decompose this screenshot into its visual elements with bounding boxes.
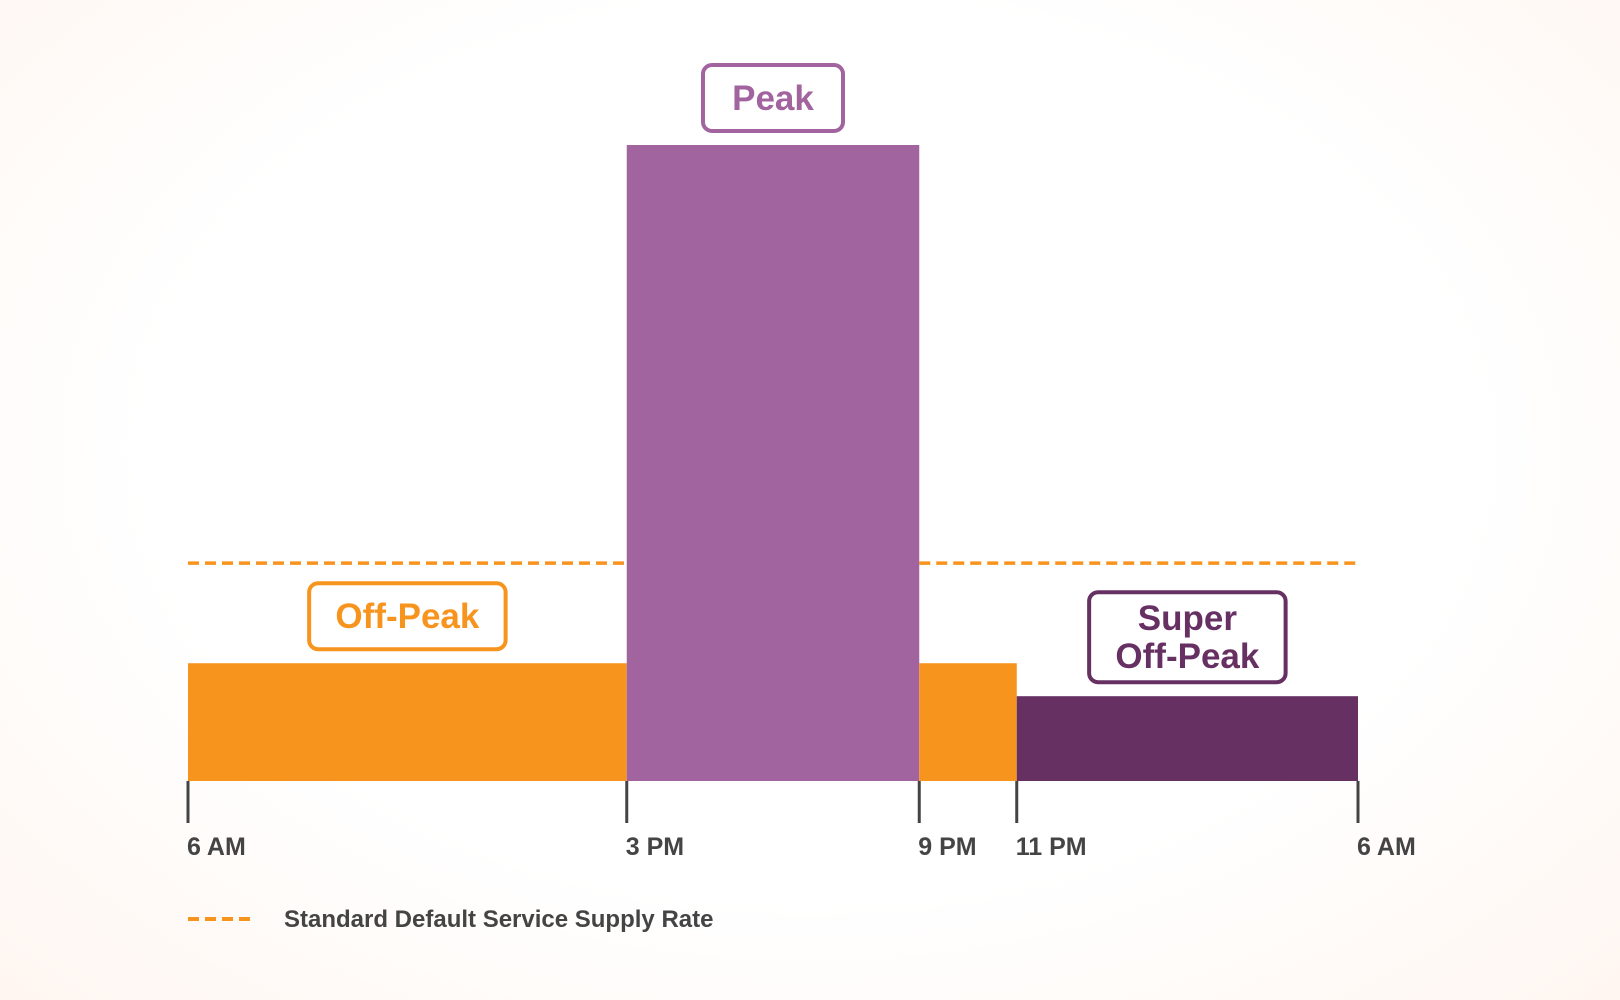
x-tick-label-2: 9 PM bbox=[918, 833, 976, 861]
period-label-super-off-peak: Super Off-Peak bbox=[1087, 590, 1288, 685]
period-label-box-peak bbox=[701, 63, 845, 133]
period-label-text-off-peak: Off-Peak bbox=[335, 597, 479, 636]
bar-super-off-peak-3 bbox=[1016, 696, 1358, 781]
x-axis: 6 AM 3 PM 9 PM 11 PM 6 AM bbox=[186, 781, 1416, 861]
period-label-line-super-off-peak-0: Super bbox=[1138, 599, 1238, 638]
period-label-box-off-peak bbox=[307, 581, 508, 652]
legend: Standard Default Service Supply Rate bbox=[188, 906, 713, 933]
x-tick-label-3: 11 PM bbox=[1016, 833, 1087, 861]
period-label-line-super-off-peak-1: Off-Peak bbox=[1115, 637, 1259, 676]
x-tick-label-4: 6 AM bbox=[1357, 833, 1416, 861]
period-label-box-super-off-peak bbox=[1087, 590, 1288, 685]
period-label-peak: Peak bbox=[701, 63, 845, 133]
bar-off-peak-0 bbox=[188, 663, 627, 781]
bar-off-peak-2 bbox=[919, 663, 1017, 781]
period-label-off-peak: Off-Peak bbox=[307, 581, 508, 652]
period-label-text-peak: Peak bbox=[732, 79, 814, 118]
period-label-text-super-off-peak: Super Off-Peak bbox=[1115, 599, 1259, 676]
period-label-line-peak-0: Peak bbox=[732, 79, 814, 118]
legend-label: Standard Default Service Supply Rate bbox=[284, 906, 713, 933]
period-label-line-off-peak-0: Off-Peak bbox=[335, 597, 479, 636]
x-tick-label-1: 3 PM bbox=[626, 833, 684, 861]
x-tick-label-0: 6 AM bbox=[187, 833, 246, 861]
bar-peak-1 bbox=[626, 145, 920, 781]
rate-bars bbox=[188, 145, 1358, 781]
